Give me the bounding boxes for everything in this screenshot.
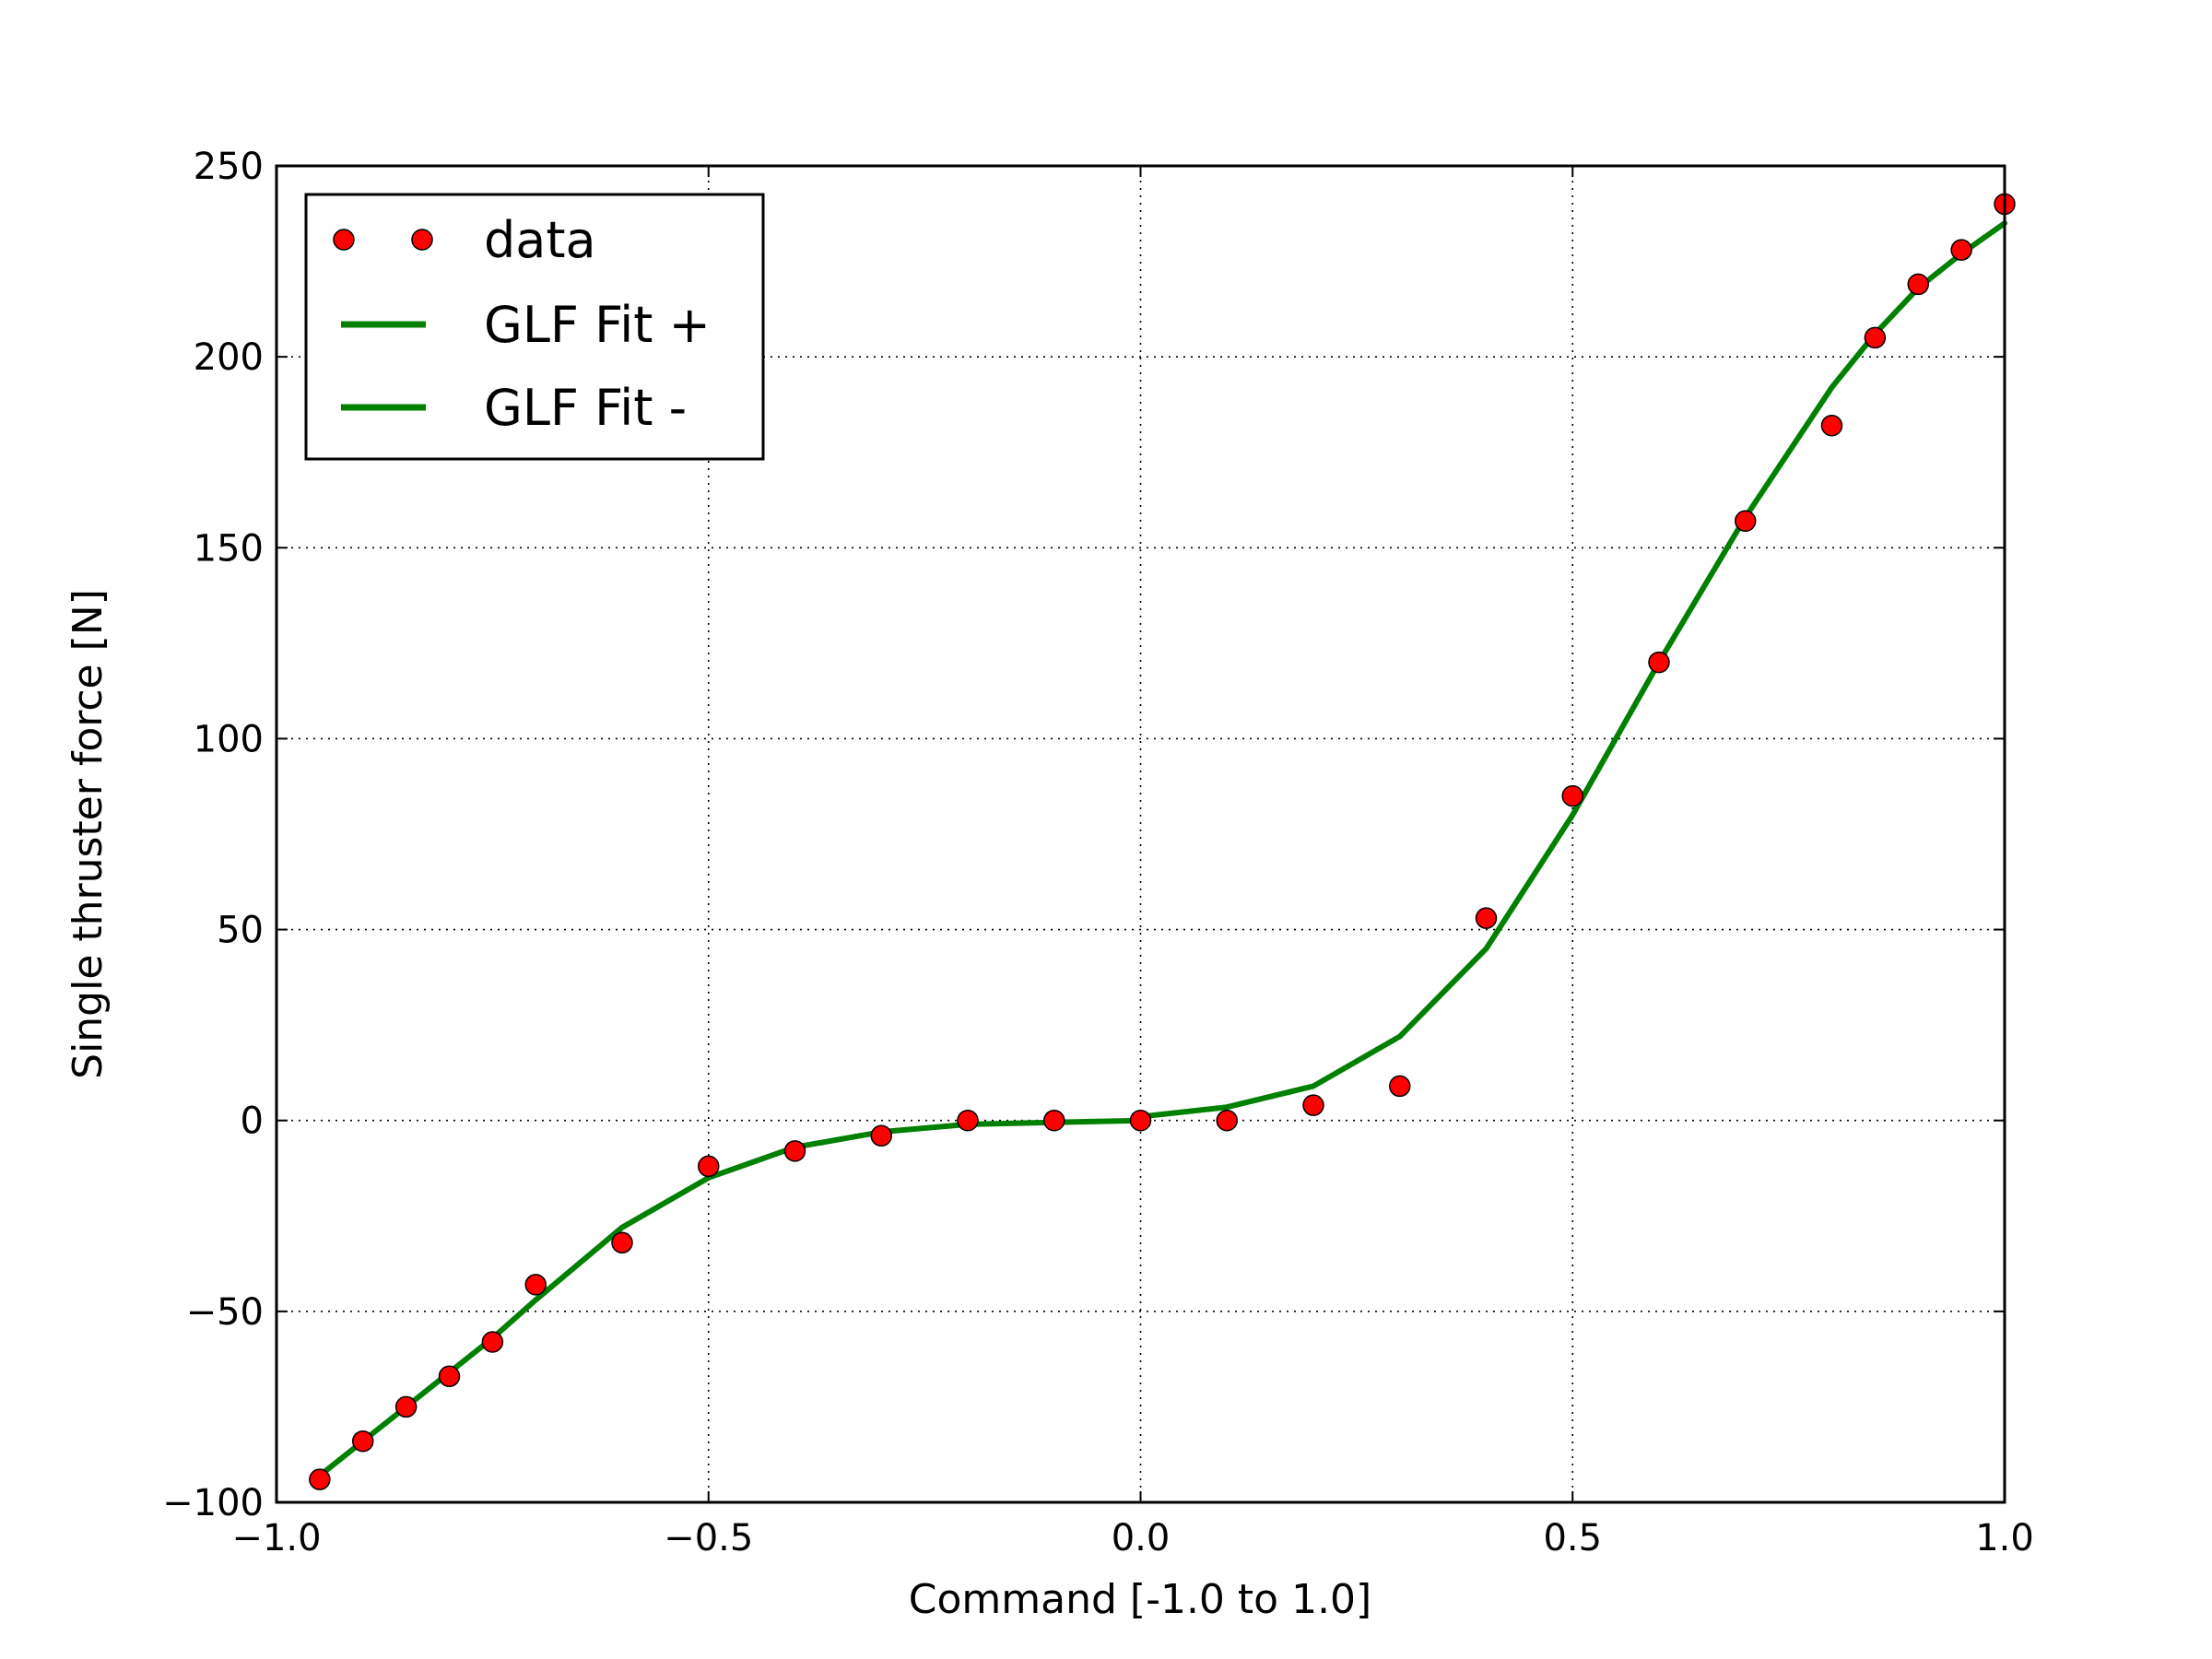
data-point bbox=[524, 1274, 547, 1296]
data-point bbox=[1216, 1109, 1238, 1132]
y-tick-label: −100 bbox=[162, 1482, 264, 1524]
legend-label-glf-fit-minus: GLF Fit - bbox=[484, 379, 687, 437]
y-tick-label: 150 bbox=[194, 527, 264, 570]
data-point bbox=[1950, 239, 1972, 261]
data-point bbox=[1907, 273, 1929, 296]
data-point bbox=[870, 1124, 892, 1147]
data-point bbox=[309, 1468, 331, 1490]
data-point bbox=[1648, 651, 1670, 674]
legend-data-marker bbox=[333, 229, 355, 251]
legend: data GLF Fit + GLF Fit - bbox=[304, 193, 765, 461]
data-point bbox=[698, 1155, 720, 1178]
data-point bbox=[1735, 510, 1757, 533]
data-point bbox=[1129, 1109, 1152, 1132]
data-point bbox=[1302, 1094, 1324, 1116]
data-point bbox=[1475, 907, 1498, 929]
data-point bbox=[438, 1365, 461, 1388]
y-tick-label: 200 bbox=[194, 336, 264, 379]
data-point bbox=[394, 1395, 418, 1418]
data-point bbox=[352, 1430, 374, 1453]
x-tick-label: −1.0 bbox=[231, 1517, 321, 1559]
data-point bbox=[1389, 1075, 1411, 1098]
y-tick-label: −50 bbox=[186, 1291, 264, 1334]
data-point bbox=[611, 1231, 633, 1254]
x-tick-label: 1.0 bbox=[1975, 1517, 2034, 1559]
data-point bbox=[957, 1109, 979, 1132]
x-tick-label: −0.5 bbox=[664, 1517, 753, 1559]
data-point bbox=[481, 1331, 504, 1353]
x-tick-label: 0.5 bbox=[1543, 1517, 1602, 1559]
series-layer bbox=[309, 193, 2016, 1490]
data-point bbox=[1864, 326, 1887, 349]
data-point bbox=[1561, 784, 1583, 807]
y-tick-label: 100 bbox=[194, 718, 264, 760]
y-tick-label: 250 bbox=[194, 146, 264, 188]
data-point bbox=[783, 1140, 806, 1162]
legend-label-glf-fit-plus: GLF Fit + bbox=[484, 296, 711, 354]
x-axis-label: Command [-1.0 to 1.0] bbox=[909, 1576, 1371, 1623]
data-point bbox=[1043, 1109, 1065, 1132]
y-tick-label: 50 bbox=[217, 910, 264, 952]
data-point bbox=[1820, 414, 1843, 437]
x-tick-label: 0.0 bbox=[1112, 1517, 1171, 1559]
legend-data-marker bbox=[411, 229, 433, 251]
y-axis-label: Single thruster force [N] bbox=[65, 589, 112, 1079]
y-tick-label: 0 bbox=[241, 1100, 264, 1143]
ticks-layer: −1.0 −0.5 0.0 0.5 1.0 −100 −50 0 50 100 150 200 250 bbox=[162, 146, 2034, 1559]
legend-label-data: data bbox=[484, 211, 596, 269]
